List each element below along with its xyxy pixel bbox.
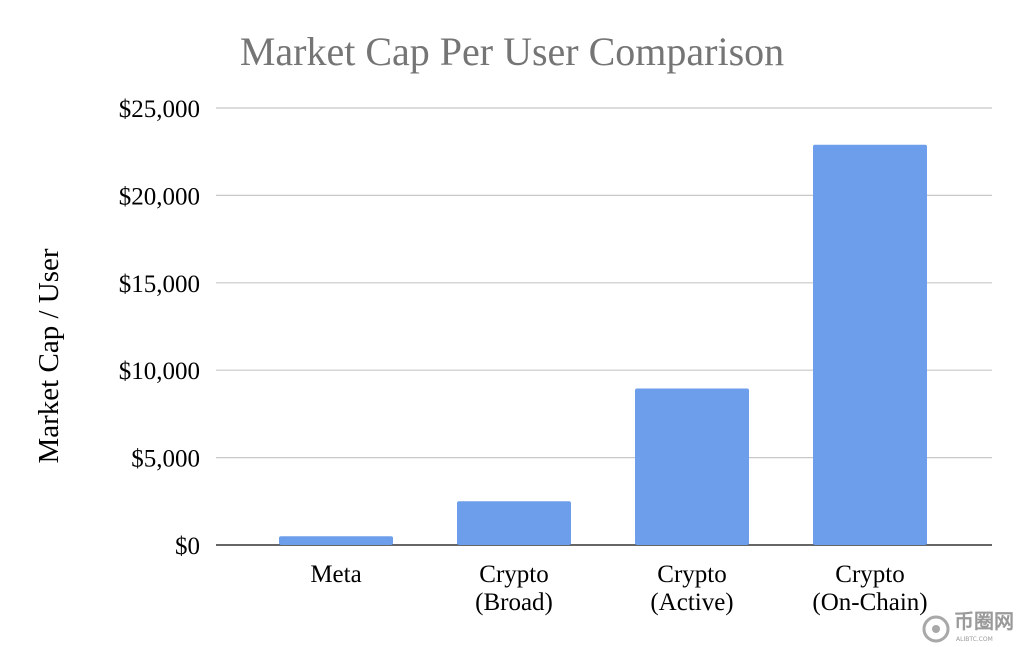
bar	[813, 144, 927, 545]
y-axis-label: Market Cap / User	[33, 248, 65, 463]
y-axis-ticks: $0 $5,000 $10,000 $15,000 $20,000 $25,000	[119, 96, 200, 560]
x-axis-ticks: Meta Crypto(Broad)Crypto(Active)Crypto(On…	[310, 561, 927, 616]
watermark-logo-icon	[922, 615, 950, 643]
x-tick-label: Crypto	[479, 561, 548, 588]
y-tick-label: $0	[175, 533, 200, 560]
x-tick-label: (Broad)	[475, 589, 553, 616]
bar	[279, 536, 393, 545]
bar	[457, 501, 571, 545]
x-tick-label: (Active)	[650, 589, 733, 616]
watermark: 币圈网 ALIBTC.COM	[922, 609, 1014, 643]
watermark-subtext: ALIBTC.COM	[956, 636, 993, 643]
chart-title: Market Cap Per User Comparison	[240, 29, 784, 74]
bar	[635, 388, 749, 545]
x-tick-label: (On-Chain)	[812, 589, 927, 616]
bars	[279, 144, 927, 545]
y-tick-label: $20,000	[119, 183, 200, 210]
watermark-text: 币圈网	[954, 609, 1014, 633]
x-tick-label: Meta	[310, 561, 361, 588]
x-tick-label: Crypto	[835, 561, 904, 588]
y-tick-label: $10,000	[119, 358, 200, 385]
y-tick-label: $15,000	[119, 271, 200, 298]
x-tick-label: Crypto	[657, 561, 726, 588]
y-tick-label: $5,000	[131, 446, 200, 473]
y-tick-label: $25,000	[119, 96, 200, 123]
